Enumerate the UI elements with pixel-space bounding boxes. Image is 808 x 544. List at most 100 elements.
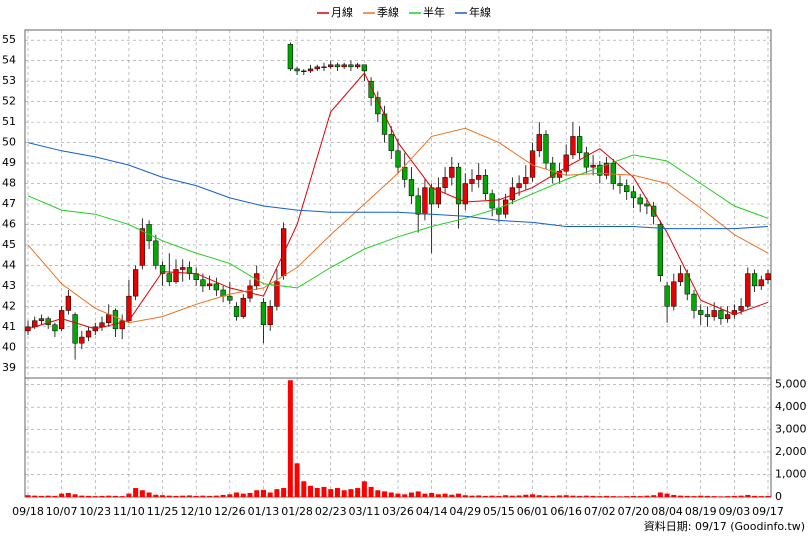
- x-tick-label: 05/15: [483, 505, 515, 518]
- candle-body: [267, 306, 273, 326]
- candle-body: [361, 64, 368, 72]
- candle-body: [52, 324, 58, 332]
- volume-tick-label: 4,000: [775, 400, 807, 413]
- candle-body: [395, 150, 401, 168]
- volume-bar: [469, 495, 475, 497]
- x-tick-label: 03/26: [382, 505, 414, 518]
- y-tick-label: 50: [2, 136, 16, 149]
- candle-body: [65, 295, 72, 311]
- candle-body: [126, 295, 132, 321]
- candle-body: [489, 193, 495, 209]
- candle-body: [307, 68, 314, 72]
- candle-body: [617, 183, 623, 186]
- candle-body: [368, 80, 374, 98]
- x-tick-label: 11/10: [113, 505, 145, 518]
- volume-bar: [160, 495, 166, 497]
- y-tick-label: 40: [2, 340, 16, 353]
- volume-bar: [294, 463, 300, 497]
- candle-body: [570, 136, 576, 156]
- x-tick-label: 08/04: [651, 505, 683, 518]
- volume-bar: [65, 492, 71, 497]
- candle-body: [422, 187, 428, 215]
- candle-body: [590, 164, 596, 168]
- volume-bar: [180, 495, 186, 497]
- volume-bar: [32, 495, 38, 497]
- candle-body: [328, 64, 334, 68]
- volume-bar: [462, 495, 468, 497]
- volume-bar: [449, 494, 455, 497]
- volume-bar: [301, 481, 307, 497]
- candle-body: [435, 187, 442, 205]
- candle-body: [745, 273, 751, 307]
- volume-bar: [45, 495, 51, 497]
- volume-tick-label: 3,000: [775, 423, 807, 436]
- volume-bar: [422, 493, 428, 497]
- volume-bar: [583, 495, 589, 497]
- volume-bar: [731, 495, 737, 497]
- volume-bar: [637, 496, 643, 497]
- y-tick-label: 49: [2, 156, 16, 169]
- x-tick-label: 06/16: [550, 505, 582, 518]
- volume-bar: [556, 495, 562, 497]
- volume-bar: [207, 495, 213, 497]
- volume-bar: [482, 495, 488, 497]
- candle-body: [597, 164, 603, 176]
- volume-bar: [442, 493, 448, 497]
- candle-body: [159, 265, 166, 274]
- candle-body: [334, 64, 341, 68]
- volume-bar: [752, 495, 758, 497]
- candle-body: [704, 314, 711, 317]
- volume-bar: [193, 495, 199, 497]
- volume-tick-label: 5,000: [775, 378, 807, 391]
- candle-body: [724, 314, 731, 319]
- candle-body: [509, 187, 516, 201]
- volume-bar: [489, 495, 495, 497]
- volume-bar: [691, 496, 697, 497]
- y-tick-label: 55: [2, 33, 16, 46]
- candle-body: [738, 306, 744, 311]
- volume-bar: [166, 495, 172, 497]
- candle-body: [301, 70, 307, 72]
- volume-bar: [610, 496, 616, 497]
- volume-bar: [52, 495, 58, 497]
- candle-body: [516, 183, 522, 188]
- x-tick-label: 09/18: [12, 505, 44, 518]
- candle-body: [415, 195, 421, 215]
- candle-body: [206, 283, 213, 287]
- volume-bar: [395, 493, 401, 497]
- candle-body: [563, 154, 569, 172]
- volume-bar: [92, 496, 98, 497]
- volume-bar: [146, 492, 152, 497]
- volume-bar: [624, 496, 630, 497]
- legend-label: 月線: [331, 5, 353, 19]
- volume-bar: [496, 495, 502, 497]
- x-tick-label: 01/13: [248, 505, 280, 518]
- candle-body: [58, 310, 65, 330]
- volume-bar: [119, 496, 125, 497]
- candle-body: [583, 152, 590, 168]
- candle-body: [119, 320, 125, 330]
- volume-bar: [402, 494, 408, 497]
- candle-body: [610, 162, 616, 184]
- y-tick-label: 39: [2, 361, 16, 374]
- volume-bar: [604, 495, 610, 497]
- volume-bar: [530, 494, 536, 497]
- x-tick-label: 10/23: [79, 505, 111, 518]
- volume-bar: [503, 495, 509, 497]
- volume-bar: [388, 492, 394, 497]
- candle-body: [482, 175, 489, 195]
- x-tick-label: 06/01: [517, 505, 549, 518]
- volume-bar: [186, 495, 192, 497]
- volume-bar: [408, 492, 414, 497]
- candle-body: [711, 310, 717, 317]
- candle-body: [388, 134, 394, 152]
- x-tick-label: 10/07: [46, 505, 78, 518]
- y-tick-label: 51: [2, 115, 16, 128]
- candle-body: [428, 187, 435, 205]
- volume-bar: [112, 495, 118, 497]
- volume-bar: [341, 490, 347, 497]
- candle-body: [765, 273, 771, 280]
- x-tick-label: 03/11: [349, 505, 381, 518]
- candle-body: [348, 64, 354, 68]
